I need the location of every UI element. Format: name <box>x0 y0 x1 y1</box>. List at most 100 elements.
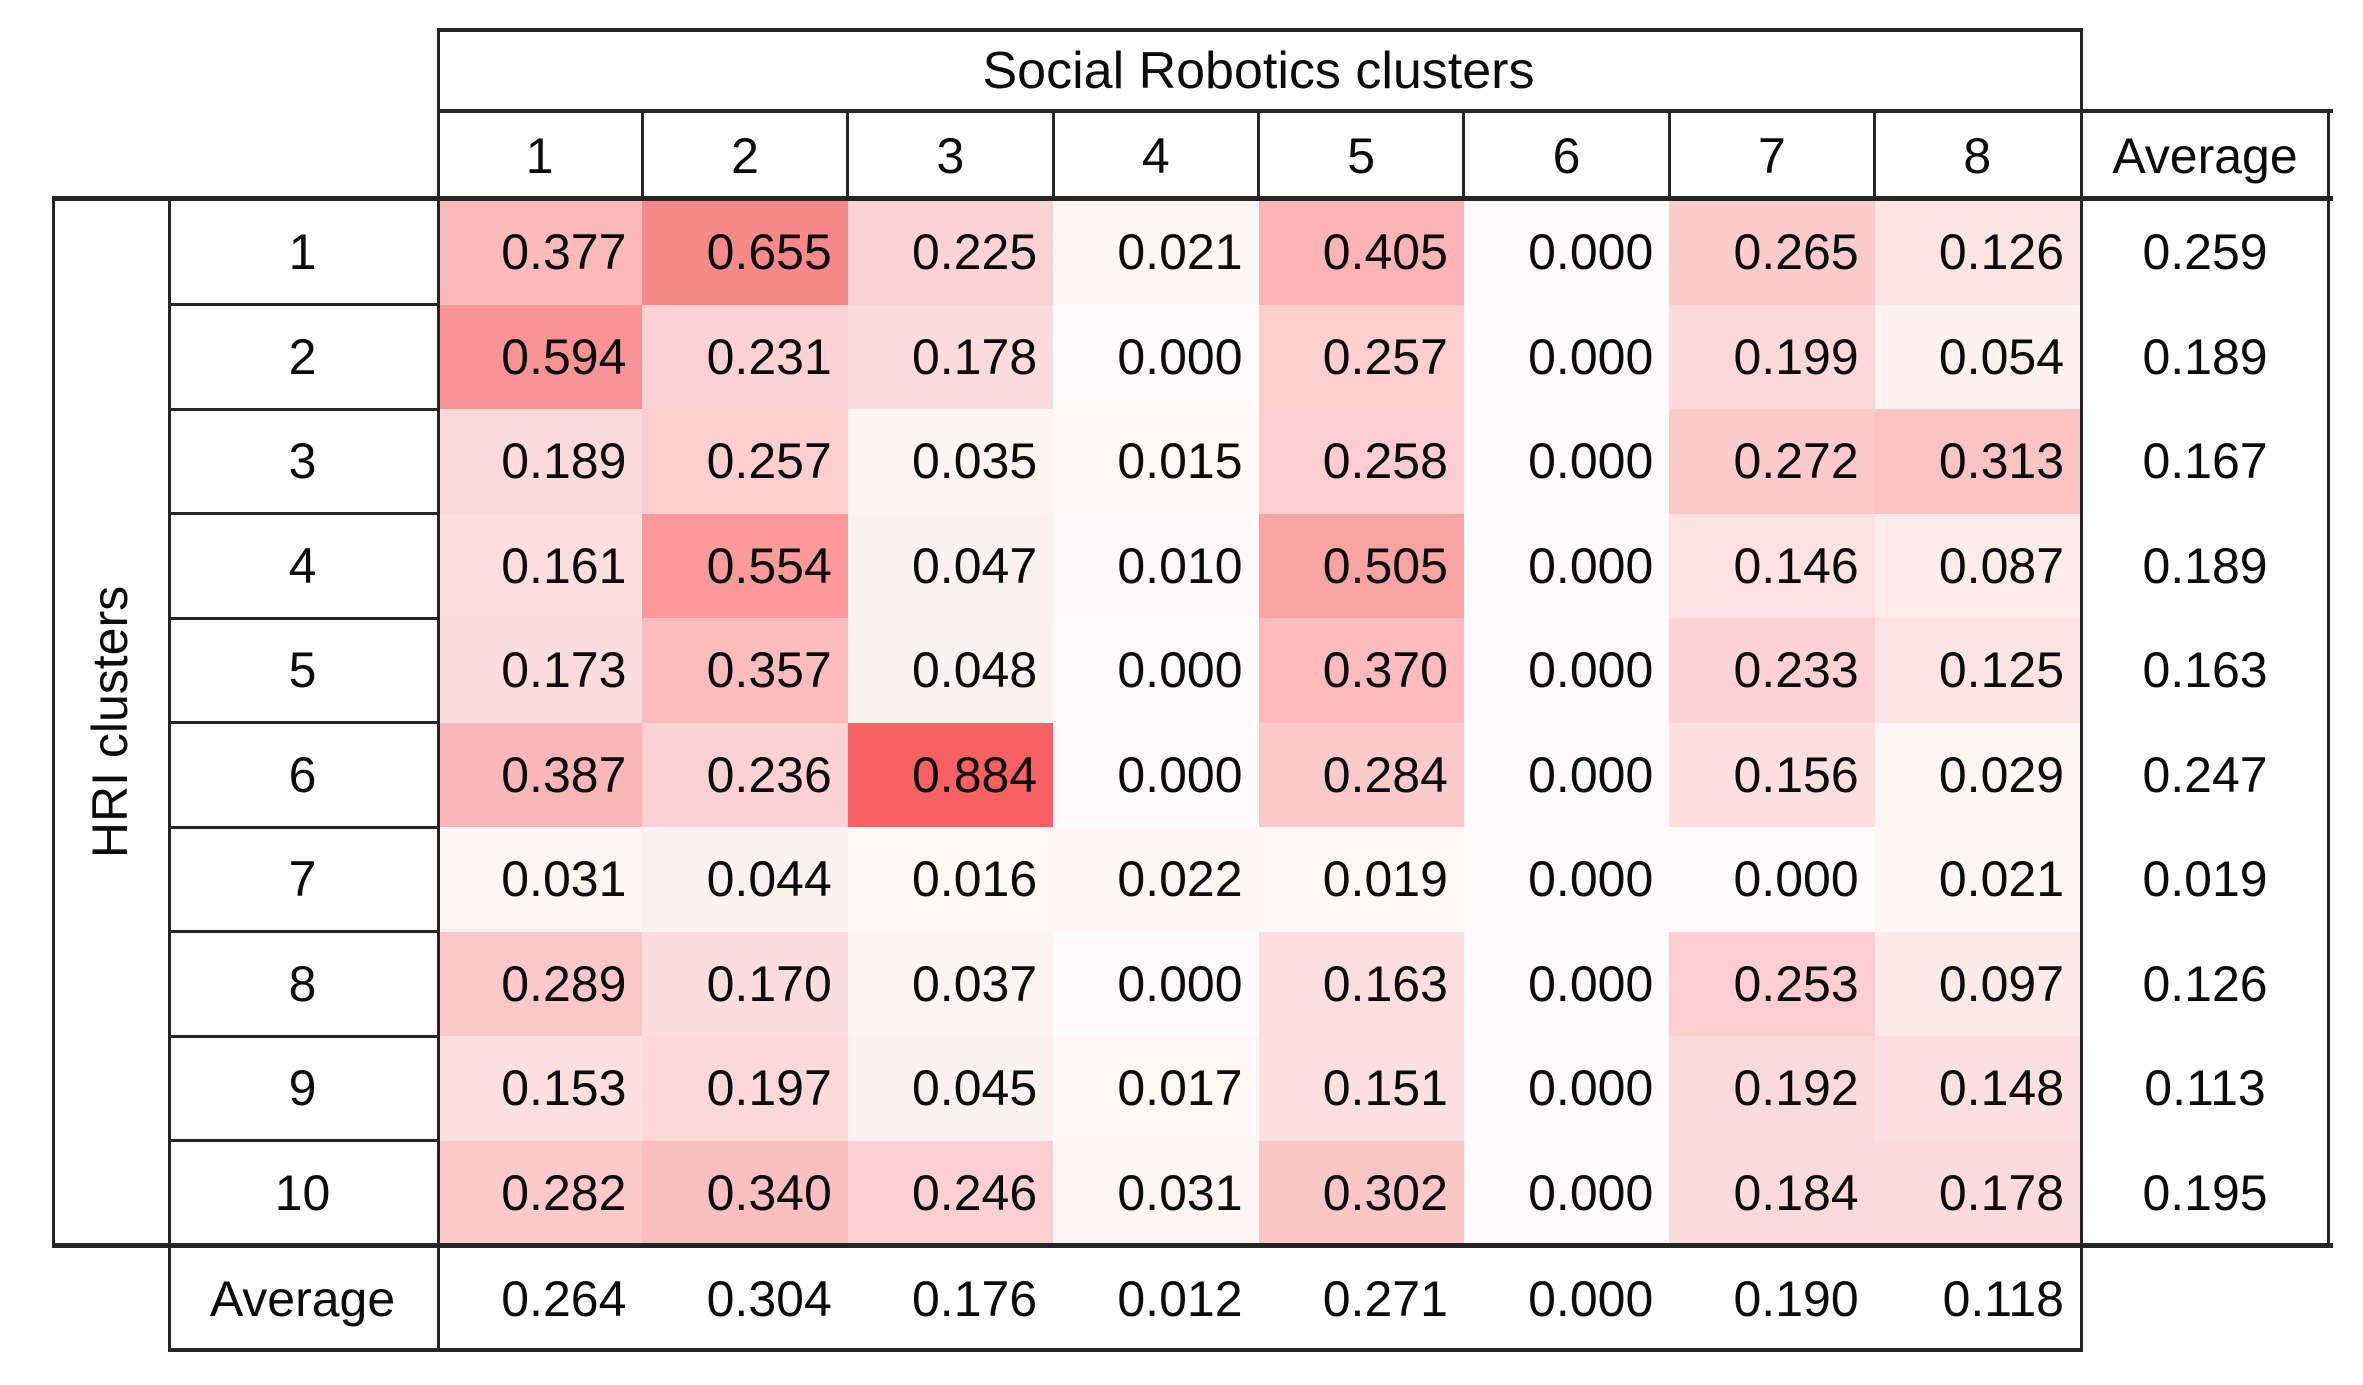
table-border-line <box>168 616 437 620</box>
heatmap-cell: 0.289 <box>437 931 643 1036</box>
heatmap-cell: 0.035 <box>847 409 1054 514</box>
row-axis-title: HRI clusters <box>82 585 138 859</box>
heatmap-cell: 0.265 <box>1669 200 1875 305</box>
row-header-cell: 10 <box>274 1164 331 1221</box>
table-border-line <box>168 930 437 933</box>
heatmap-cell: 0.031 <box>1053 1140 1259 1245</box>
col-average-cell: 0.000 <box>1528 1271 1654 1327</box>
table-border-line <box>168 1034 437 1038</box>
table-border-line <box>168 825 437 829</box>
heatmap-cell: 0.233 <box>1669 618 1875 723</box>
row-header-cell: 7 <box>288 851 317 908</box>
table-border-line <box>52 196 2333 201</box>
table-border-line <box>1667 111 1671 200</box>
table-border-line <box>168 721 437 724</box>
heatmap-cell: 0.257 <box>642 409 848 514</box>
heatmap-cell: 0.302 <box>1258 1140 1464 1245</box>
heatmap-cell: 0.000 <box>1669 827 1875 932</box>
heatmap-cell: 0.015 <box>1053 409 1259 514</box>
heatmap-cell: 0.153 <box>437 1036 643 1141</box>
heatmap-cell: 0.173 <box>437 618 643 723</box>
row-average-cell: 0.189 <box>2142 328 2268 385</box>
table-border-line <box>168 407 437 411</box>
col-header-cell: 2 <box>731 127 759 184</box>
average-column-header: Average <box>2112 127 2298 184</box>
row-header-cell: 2 <box>288 328 317 385</box>
heatmap-cell: 0.037 <box>847 931 1054 1036</box>
heatmap-cell: 0.021 <box>1874 827 2080 932</box>
heatmap-cell: 0.370 <box>1258 618 1464 723</box>
heatmap-cell: 0.044 <box>642 827 848 932</box>
table-border-line <box>168 196 171 1352</box>
col-average-cell: 0.304 <box>706 1271 832 1327</box>
heatmap-cell: 0.000 <box>1053 304 1259 409</box>
heatmap-cell: 0.189 <box>437 409 643 514</box>
col-average-cell: 0.176 <box>912 1271 1038 1327</box>
heatmap-cell: 0.000 <box>1463 409 1670 514</box>
heatmap-cell: 0.284 <box>1258 722 1464 827</box>
heatmap-cell: 0.000 <box>1463 200 1670 305</box>
heatmap-cell: 0.000 <box>1463 304 1670 409</box>
heatmap-cell: 0.031 <box>437 827 643 932</box>
heatmap-cell: 0.087 <box>1874 513 2080 618</box>
table-border-line <box>2327 109 2330 1248</box>
heatmap-cell: 0.184 <box>1669 1140 1875 1245</box>
table-border-line <box>2080 28 2083 1352</box>
table-border-line <box>437 28 2083 32</box>
row-average-cell: 0.126 <box>2142 955 2268 1012</box>
heatmap-cell: 0.022 <box>1053 827 1259 932</box>
heatmap-cell: 0.282 <box>437 1140 643 1245</box>
heatmap-cell: 0.010 <box>1053 513 1259 618</box>
row-header-cell: 5 <box>288 642 317 699</box>
heatmap-cell: 0.000 <box>1053 722 1259 827</box>
heatmap-cell: 0.340 <box>642 1140 848 1245</box>
heatmap-cell: 0.156 <box>1669 722 1875 827</box>
row-header-cell: 4 <box>288 537 317 594</box>
row-header-cell: 6 <box>288 746 317 803</box>
heatmap-cell: 0.197 <box>642 1036 848 1141</box>
table-border-line <box>52 1243 2333 1248</box>
col-header-cell: 1 <box>525 127 554 184</box>
row-average-cell: 0.195 <box>2142 1164 2268 1221</box>
heatmap-cell: 0.126 <box>1874 200 2080 305</box>
heatmap-cell: 0.884 <box>847 722 1054 827</box>
col-header-cell: 7 <box>1758 127 1786 184</box>
average-row-header: Average <box>209 1271 396 1327</box>
heatmap-cell: 0.017 <box>1053 1036 1259 1141</box>
table-border-line <box>640 111 644 200</box>
table-border-line <box>1873 111 1877 200</box>
heatmap-cell: 0.405 <box>1258 200 1464 305</box>
row-header-cell: 3 <box>288 433 317 490</box>
row-average-cell: 0.163 <box>2142 642 2268 699</box>
row-average-cell: 0.247 <box>2142 746 2268 803</box>
heatmap-cell: 0.178 <box>1874 1140 2080 1245</box>
heatmap-cell: 0.231 <box>642 304 848 409</box>
heatmap-cell: 0.258 <box>1258 409 1464 514</box>
row-average-cell: 0.019 <box>2142 851 2268 908</box>
heatmap-cell: 0.377 <box>437 200 643 305</box>
heatmap-cell: 0.272 <box>1669 409 1875 514</box>
heatmap-cell: 0.146 <box>1669 513 1875 618</box>
col-header-cell: 4 <box>1141 127 1170 184</box>
heatmap-cell: 0.246 <box>847 1140 1054 1245</box>
heatmap-cell: 0.151 <box>1258 1036 1464 1141</box>
heatmap-cell: 0.125 <box>1874 618 2080 723</box>
heatmap-cell: 0.253 <box>1669 931 1875 1036</box>
heatmap-cell: 0.236 <box>642 722 848 827</box>
column-axis-title: Social Robotics clusters <box>982 41 1535 100</box>
heatmap-cell: 0.313 <box>1874 409 2080 514</box>
row-average-cell: 0.259 <box>2142 224 2268 281</box>
col-average-cell: 0.264 <box>501 1271 627 1327</box>
heatmap-cell: 0.192 <box>1669 1036 1875 1141</box>
heatmap-cell: 0.148 <box>1874 1036 2080 1141</box>
row-header-cell: 9 <box>288 1060 317 1117</box>
table-border-line <box>1051 111 1055 200</box>
col-average-cell: 0.271 <box>1322 1271 1448 1327</box>
table-border-line <box>52 196 55 1248</box>
heatmap-cell: 0.170 <box>642 931 848 1036</box>
heatmap-cell: 0.655 <box>642 200 848 305</box>
col-average-cell: 0.118 <box>1942 1271 2064 1327</box>
heatmap-cell: 0.000 <box>1463 827 1670 932</box>
table-border-line <box>846 111 850 200</box>
